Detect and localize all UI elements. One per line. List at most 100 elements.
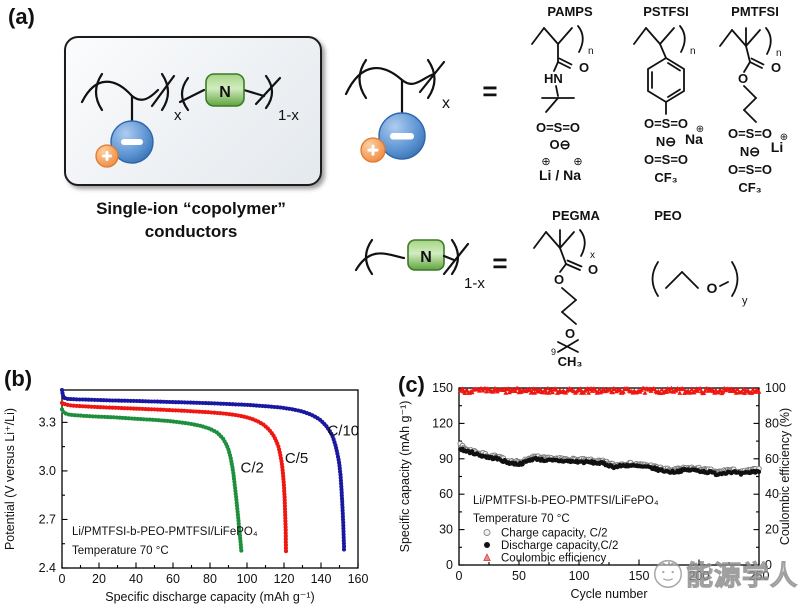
equals-sign: =	[482, 76, 497, 106]
repeat-y: y	[742, 295, 748, 307]
neutral-monomer-letter: N	[420, 249, 432, 266]
discharge-voltage-chart: 0 20 40 60 80 100 120 140 160 2.4 2.7 3.0 3.3 Specifi…	[3, 387, 369, 604]
y-tick-label: 3.3	[39, 415, 56, 429]
anion-unit-schematic: x =	[344, 58, 498, 163]
cell-annotation: Li/PMTFSI-b-PEO-PMTFSI/LiFePO₄	[473, 495, 659, 507]
pegma-structure: x O O O 9 CH₃	[533, 229, 598, 368]
left-tick-label: 150	[432, 381, 453, 395]
x-tick-label: 200	[689, 569, 710, 583]
ester-o: O	[738, 71, 748, 86]
carbonyl-o: O	[771, 60, 781, 75]
curve-label-C/2: C/2	[241, 460, 264, 477]
right-axis-title: Coulombic efficiency (%)	[778, 408, 792, 545]
series-C/2	[59, 407, 244, 553]
x-axis-title: Specific discharge capacity (mAh g⁻¹)	[105, 590, 314, 604]
minus-icon	[121, 139, 143, 145]
copolymer-schematic: x N 1-x	[80, 72, 299, 168]
left-tick-label: 90	[439, 452, 453, 466]
neutral-monomer-letter: N	[219, 84, 231, 101]
pstfsi-backbone	[633, 25, 686, 53]
x-tick-label: 150	[629, 569, 650, 583]
sulfonyl-bottom: O=S=O	[728, 162, 772, 177]
left-tick-label: 120	[432, 416, 453, 430]
curve-label-C/5: C/5	[285, 450, 308, 467]
temperature-annotation: Temperature 70 °C	[473, 513, 570, 525]
cation: Li	[771, 139, 783, 155]
amide-hn: HN	[544, 71, 563, 86]
pamps-backbone	[531, 25, 584, 53]
series-C/10	[59, 387, 347, 552]
x-tick-label: 50	[512, 569, 526, 583]
cation: Na	[685, 131, 703, 147]
x-tick-label: 120	[274, 572, 295, 586]
terminal-ch3: CH₃	[558, 354, 583, 368]
pmtfsi-backbone	[719, 27, 772, 55]
equals-sign: =	[492, 248, 507, 278]
benzene-ring	[647, 56, 685, 104]
repeat-n: n	[690, 46, 696, 57]
header-pstfsi: PSTFSI	[643, 4, 689, 19]
plus-sign-right: ⊕	[573, 156, 582, 168]
x-axis-title: Cycle number	[570, 587, 647, 601]
imide-n: N⊖	[656, 134, 676, 149]
x-subscript: x	[442, 95, 450, 112]
cation-sign: ⊕	[696, 124, 704, 135]
series-C/5	[59, 400, 289, 554]
header-peo: PEO	[654, 208, 682, 223]
series-triangle	[457, 385, 762, 396]
header-pmtfsi: PMTFSI	[731, 4, 779, 19]
one-minus-x-subscript: 1-x	[278, 107, 299, 124]
sulfonyl-top: O=S=O	[728, 126, 772, 141]
sulfonyl-bottom: O=S=O	[644, 152, 688, 167]
neutral-monomer-box	[205, 73, 245, 107]
cell-annotation: Li/PMTFSI-b-PEO-PMTFSI/LiFePO₄	[72, 526, 258, 538]
chain-o: O	[565, 326, 575, 341]
pegma-backbone	[533, 229, 586, 257]
series-open-circle	[457, 440, 762, 476]
pstfsi-structure: n O=S=O N⊖ ⊕ Na O=S=O CF₃	[633, 25, 704, 185]
x-tick-label: 0	[59, 572, 66, 586]
right-tick-label: 60	[765, 452, 779, 466]
one-minus-x-subscript: 1-x	[464, 275, 485, 292]
cycling-performance-chart: 0 50 100 150 200 2500306090120150020406080100…	[398, 381, 792, 601]
panel-b-label: (b)	[4, 366, 33, 391]
neutral-unit-schematic: N 1-x =	[354, 238, 508, 292]
legend-triangle-icon	[483, 553, 491, 561]
copolymer-box: x N 1-x	[64, 36, 322, 186]
x-tick-label: 20	[92, 572, 106, 586]
x-tick-label: 80	[203, 572, 217, 586]
left-tick-label: 0	[446, 558, 453, 572]
imide-n: N⊖	[740, 144, 760, 159]
legend-label: Charge capacity, C/2	[501, 528, 608, 540]
bracket-subscript: 9	[551, 347, 556, 357]
carbonyl-o: O	[588, 262, 598, 277]
ether-o: O	[707, 280, 718, 296]
y-tick-label: 2.7	[39, 512, 56, 526]
legend-label: Coulombic efficiency	[501, 553, 607, 565]
left-tick-label: 30	[439, 523, 453, 537]
anion-o: O⊖	[549, 137, 570, 152]
pamps-structure: n O HN O=S=O O⊖ ⊕ ⊕ Li / Na	[531, 25, 594, 183]
repeat-x: x	[590, 250, 595, 261]
right-tick-label: 80	[765, 416, 779, 430]
panel-c-label: (c)	[398, 372, 425, 397]
panel-a-label: (a)	[8, 4, 35, 29]
backbone-right-unit	[178, 74, 282, 112]
caption-line-2: conductors	[144, 221, 238, 241]
legend-open-circle-icon	[483, 529, 491, 536]
repeat-n: n	[588, 46, 594, 57]
cation-sign: ⊕	[780, 132, 788, 143]
temperature-annotation: Temperature 70 °C	[72, 545, 169, 557]
plus-icon	[367, 144, 379, 156]
header-pegma: PEGMA	[552, 208, 600, 223]
pmtfsi-structure: n O O O=S=O N⊖ ⊕ Li O=S=O CF₃	[719, 27, 788, 195]
carbonyl-o: O	[579, 60, 589, 75]
right-tick-label: 100	[765, 381, 786, 395]
x-tick-label: 160	[348, 572, 369, 586]
y-tick-label: 2.4	[39, 561, 56, 575]
peo-structure: O y	[651, 261, 748, 307]
x-tick-label: 100	[237, 572, 258, 586]
x-tick-label: 40	[129, 572, 143, 586]
